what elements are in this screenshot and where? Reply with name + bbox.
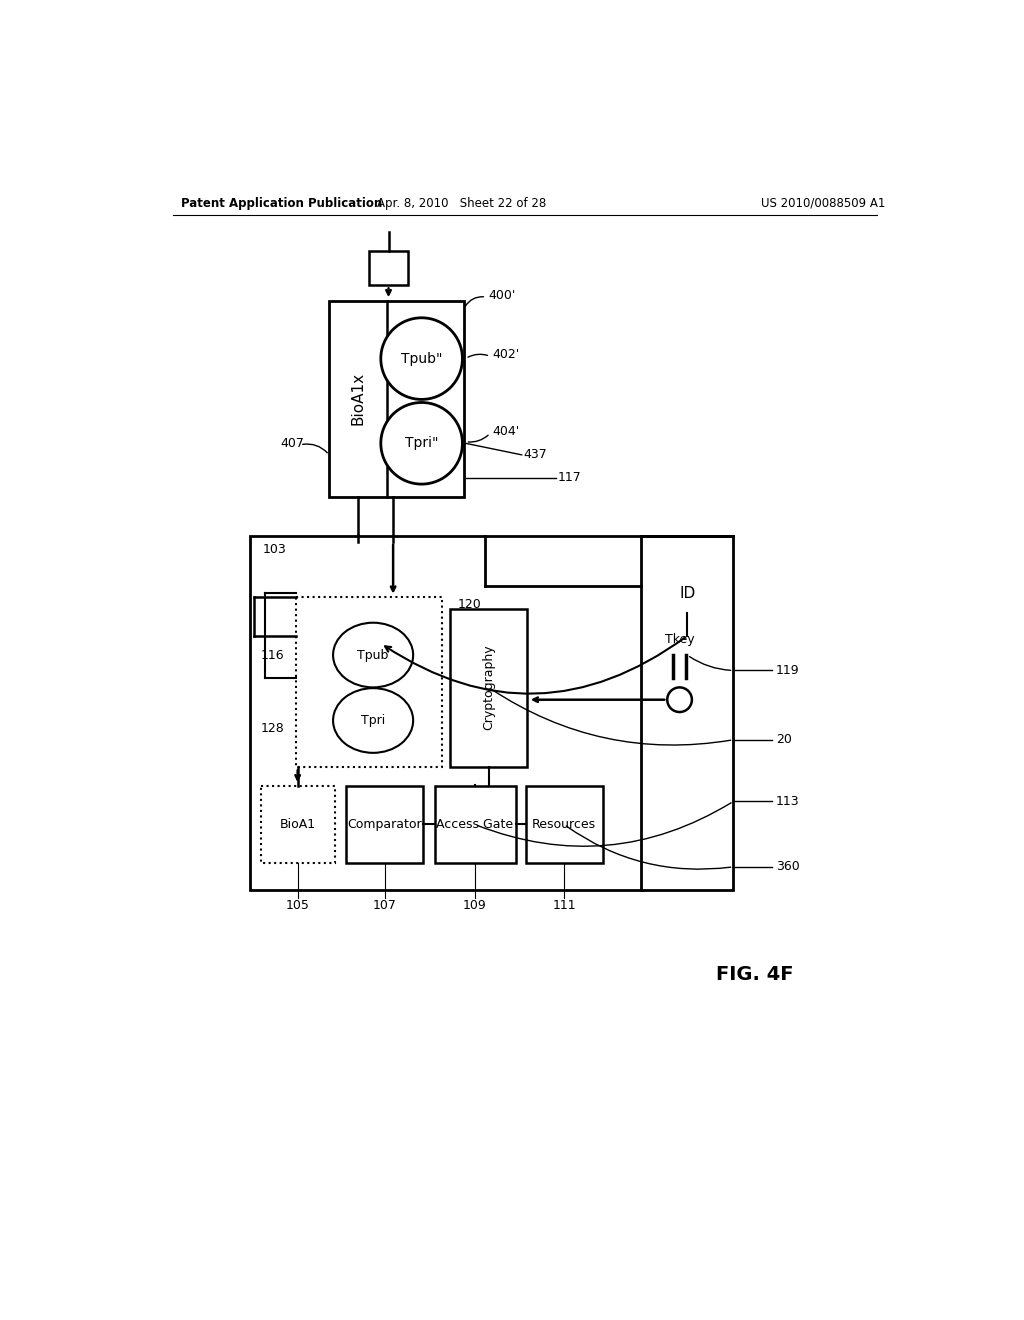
Ellipse shape: [381, 403, 463, 484]
Text: US 2010/0088509 A1: US 2010/0088509 A1: [762, 197, 886, 210]
Text: Resources: Resources: [532, 818, 596, 832]
Text: 119: 119: [776, 664, 800, 677]
Text: Tkey: Tkey: [665, 634, 694, 647]
Text: 117: 117: [558, 471, 582, 484]
Text: 128: 128: [261, 722, 285, 735]
Text: 109: 109: [463, 899, 486, 912]
Text: 402': 402': [493, 348, 520, 362]
Ellipse shape: [333, 688, 413, 752]
Text: Tpri: Tpri: [361, 714, 385, 727]
Text: 360: 360: [776, 861, 800, 874]
Text: 103: 103: [263, 543, 287, 556]
Text: 105: 105: [286, 899, 309, 912]
Text: 111: 111: [552, 899, 575, 912]
Text: Comparator: Comparator: [347, 818, 422, 832]
Bar: [330, 301, 464, 498]
Text: 120: 120: [458, 598, 481, 611]
Text: 400': 400': [488, 289, 516, 302]
Text: Tpub": Tpub": [400, 351, 442, 366]
Bar: [525, 785, 602, 863]
Text: 407: 407: [281, 437, 304, 450]
Bar: [296, 597, 442, 767]
Bar: [261, 785, 335, 863]
Text: Tpri": Tpri": [404, 437, 438, 450]
Text: FIG. 4F: FIG. 4F: [716, 965, 794, 985]
Text: Patent Application Publication: Patent Application Publication: [180, 197, 382, 210]
Text: ID: ID: [679, 586, 695, 601]
Text: Tpub: Tpub: [357, 648, 389, 661]
Text: 20: 20: [776, 733, 792, 746]
Text: 116: 116: [261, 648, 285, 661]
Text: 404': 404': [493, 425, 520, 438]
Text: Apr. 8, 2010   Sheet 22 of 28: Apr. 8, 2010 Sheet 22 of 28: [377, 197, 546, 210]
Bar: [451, 609, 527, 767]
Text: Cryptography: Cryptography: [482, 644, 496, 730]
Text: 107: 107: [373, 899, 396, 912]
Bar: [641, 536, 733, 890]
Text: Access Gate: Access Gate: [436, 818, 513, 832]
Bar: [370, 251, 408, 285]
Circle shape: [668, 688, 692, 711]
Bar: [346, 785, 423, 863]
Text: BioA1x: BioA1x: [350, 372, 366, 425]
Text: 113: 113: [776, 795, 800, 808]
Text: 437: 437: [523, 449, 547, 462]
Ellipse shape: [381, 318, 463, 400]
Text: BioA1: BioA1: [280, 818, 315, 832]
Bar: [435, 785, 515, 863]
Ellipse shape: [333, 623, 413, 688]
Bar: [250, 536, 643, 890]
